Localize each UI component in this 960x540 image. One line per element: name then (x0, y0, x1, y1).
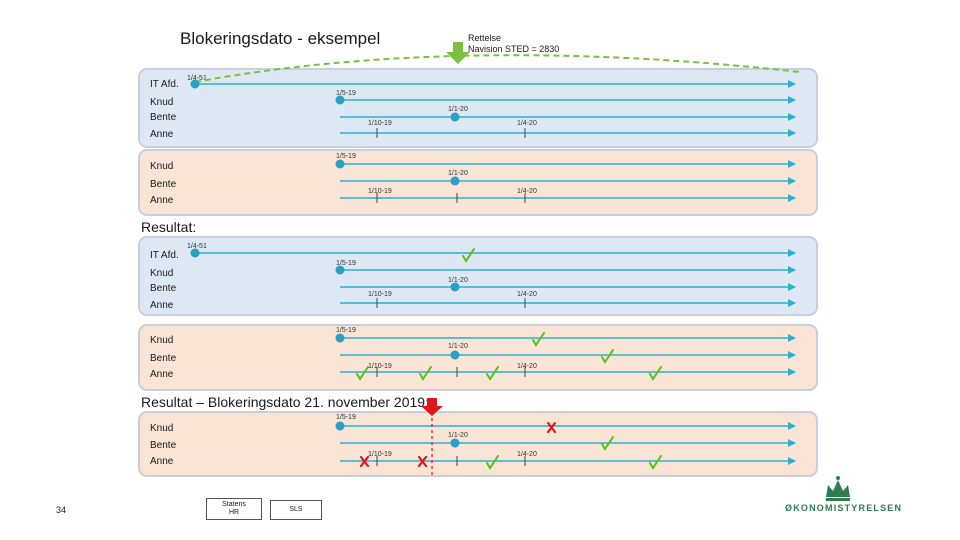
label-anne: Anne (150, 129, 174, 140)
date-label: 1/4-51 (187, 75, 207, 82)
date-label: 1/5-19 (336, 153, 356, 160)
label-anne: Anne (150, 456, 174, 467)
check-mark (462, 248, 475, 263)
panel-blocking-peach (138, 411, 818, 477)
label-knud: Knud (150, 161, 174, 172)
date-label: 1/10-19 (368, 291, 392, 298)
cross-mark (359, 455, 370, 468)
panel-result-department-peach (138, 324, 818, 391)
section-resultat-blokeringsdato: Resultat – Blokeringsdato 21. november 2… (141, 394, 429, 410)
sls-label: SLS (289, 506, 303, 513)
date-label: 1/5-19 (336, 414, 356, 421)
statens-hr-box: Statens HR (206, 498, 262, 520)
date-label: 1/1-20 (448, 106, 468, 113)
label-bente: Bente (150, 179, 177, 190)
statens-hr-line2: HR (228, 509, 240, 516)
date-dot (450, 282, 460, 292)
date-label: 1/1-20 (448, 432, 468, 439)
date-label: 1/4-20 (517, 120, 537, 127)
correction-arc (194, 54, 801, 83)
date-label: 1/1-20 (448, 170, 468, 177)
check-mark (486, 366, 499, 381)
label-knud: Knud (150, 335, 174, 346)
date-label: 1/4-20 (517, 291, 537, 298)
date-label: 1/1-20 (448, 277, 468, 284)
label-bente: Bente (150, 353, 177, 364)
date-label: 1/4-20 (517, 451, 537, 458)
statens-hr-line1: Statens (222, 501, 246, 508)
note-line-1: Rettelse (468, 33, 502, 43)
check-mark (649, 366, 662, 381)
label-knud: Knud (150, 97, 174, 108)
date-label: 1/4-20 (517, 188, 537, 195)
panel-it-blue (138, 68, 818, 148)
correction-note: Rettelse Navision STED = 2830 (468, 33, 559, 55)
check-mark (649, 455, 662, 470)
date-dot (190, 79, 200, 89)
cross-mark (417, 455, 428, 468)
check-mark (419, 366, 432, 381)
check-mark (601, 436, 614, 451)
panel-department-peach (138, 149, 818, 216)
note-line-2: Navision STED = 2830 (468, 44, 560, 54)
label-it-afd: IT Afd. (150, 250, 179, 261)
label-bente: Bente (150, 440, 177, 451)
label-anne: Anne (150, 369, 174, 380)
cross-mark (546, 421, 557, 434)
date-label: 1/10-19 (368, 188, 392, 195)
date-dot (335, 265, 345, 275)
green-down-arrow (446, 42, 470, 64)
check-mark (356, 366, 369, 381)
date-label: 1/5-19 (336, 90, 356, 97)
page-title: Blokeringsdato - eksempel (180, 29, 381, 48)
red-down-arrow (421, 398, 443, 416)
date-dot (190, 248, 200, 258)
date-dot (335, 95, 345, 105)
logo-text: ØKONOMISTYRELSEN (785, 503, 903, 513)
date-label: 1/4-20 (517, 363, 537, 370)
label-bente: Bente (150, 112, 177, 123)
date-label: 1/5-19 (336, 260, 356, 267)
label-it-afd: IT Afd. (150, 79, 179, 90)
date-dot (450, 350, 460, 360)
label-anne: Anne (150, 300, 174, 311)
date-label: 1/10-19 (368, 451, 392, 458)
check-mark (532, 332, 545, 347)
date-dot (335, 421, 345, 431)
date-dot (335, 333, 345, 343)
label-bente: Bente (150, 283, 177, 294)
sls-box: SLS (270, 500, 322, 520)
section-resultat: Resultat: (141, 219, 197, 235)
label-anne: Anne (150, 195, 174, 206)
date-label: 1/5-19 (336, 327, 356, 334)
label-knud: Knud (150, 268, 174, 279)
crown-logo (826, 476, 850, 501)
date-dot (450, 112, 460, 122)
date-dot (450, 438, 460, 448)
date-label: 1/4-51 (187, 243, 207, 250)
check-mark (601, 349, 614, 364)
page-number: 34 (56, 505, 67, 515)
date-label: 1/10-19 (368, 363, 392, 370)
date-label: 1/1-20 (448, 343, 468, 350)
check-mark (486, 455, 499, 470)
label-knud: Knud (150, 423, 174, 434)
date-dot (450, 176, 460, 186)
date-dot (335, 159, 345, 169)
date-label: 1/10-19 (368, 120, 392, 127)
